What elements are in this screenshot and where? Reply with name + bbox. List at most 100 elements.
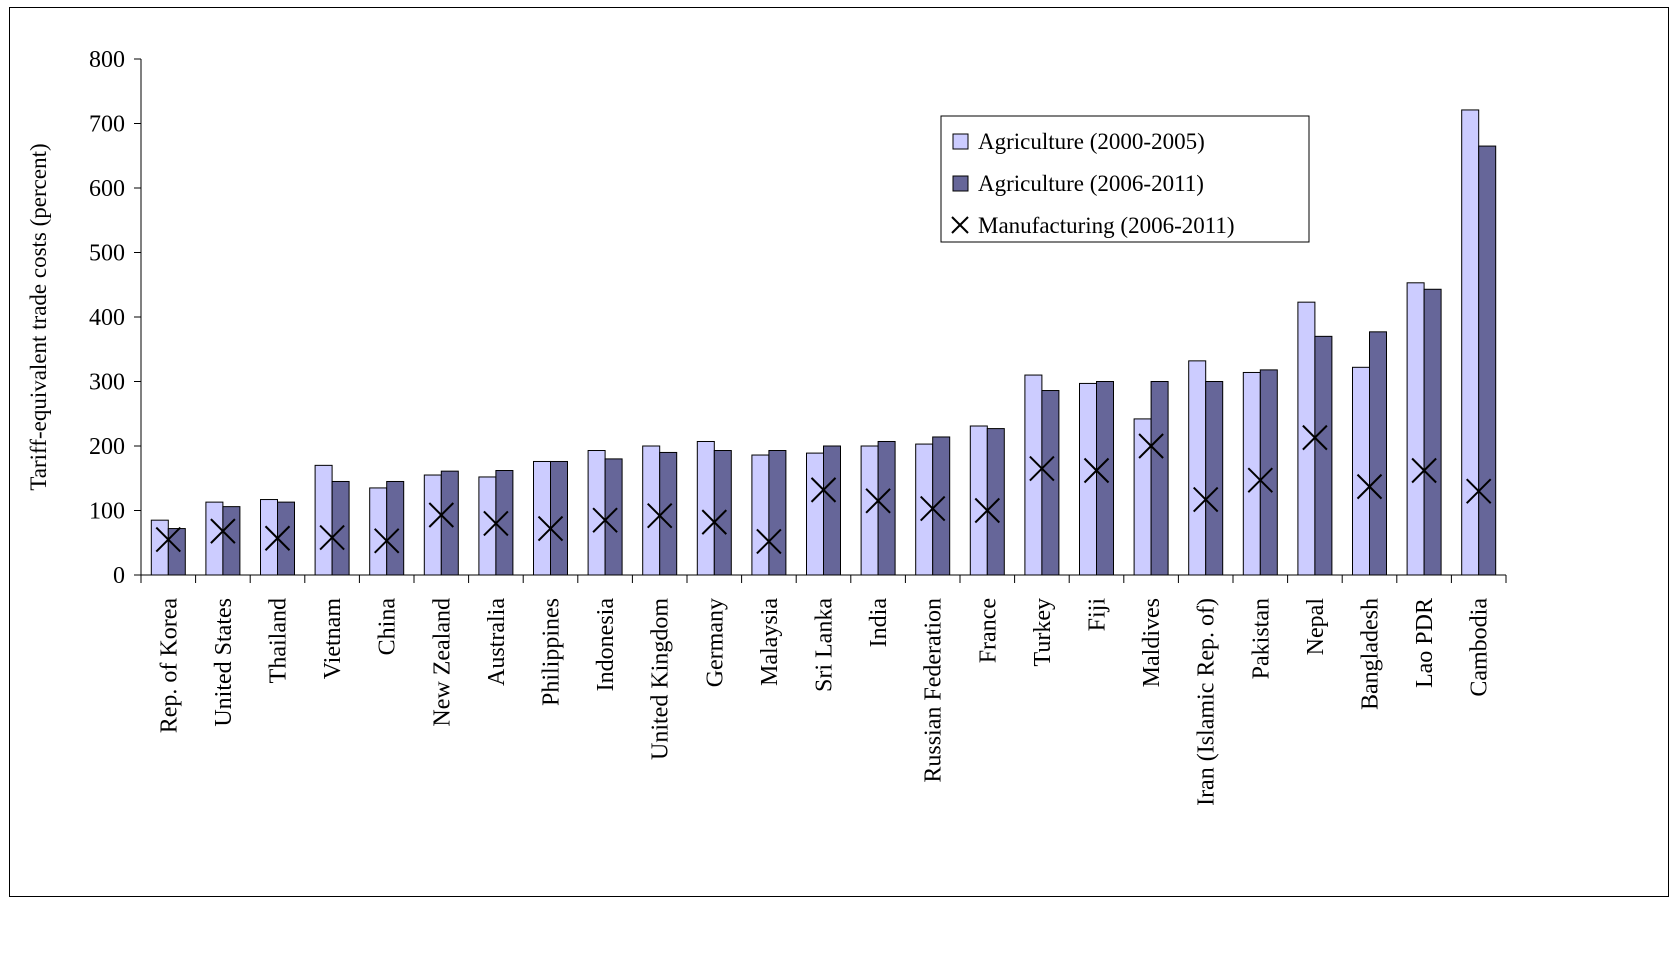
- bar-series-2-0: [167, 528, 186, 576]
- marker-x-21: [1302, 424, 1328, 451]
- bar-series-2-18: [1150, 381, 1169, 576]
- bar-series-1-11: [751, 454, 770, 576]
- x-tick-label-5: New Zealand: [429, 598, 455, 727]
- marker-x-0: [155, 526, 182, 553]
- marker-x-9: [646, 502, 673, 529]
- bar-series-2-6: [495, 470, 514, 576]
- marker-x-2: [264, 525, 291, 551]
- bar-series-1-9: [642, 445, 661, 576]
- legend-swatch-1: [952, 133, 969, 150]
- x-tick-label-0: Rep. of Korea: [156, 598, 182, 734]
- markers-layer: [155, 424, 1492, 555]
- bar-series-2-12: [823, 445, 841, 576]
- marker-x-20: [1247, 467, 1274, 493]
- x-tick-label-18: Maldives: [1139, 598, 1165, 687]
- marker-x-7: [537, 515, 564, 542]
- y-axis-title-group: Tariff-equivalent trade costs (percent): [26, 143, 51, 490]
- x-tick-label-9: United Kingdom: [648, 598, 674, 760]
- marker-x-14: [919, 495, 946, 522]
- bar-series-1-22: [1352, 366, 1370, 576]
- x-tick-label-21: Nepal: [1303, 598, 1329, 656]
- y-tick-label-600: 600: [89, 176, 125, 202]
- bar-series-2-19: [1205, 381, 1224, 576]
- marker-x-15: [974, 497, 1001, 524]
- marker-x-8: [592, 507, 618, 533]
- bar-series-1-19: [1188, 360, 1207, 576]
- bar-series-2-23: [1423, 288, 1442, 576]
- marker-x-13: [865, 488, 891, 514]
- legend-marker-x: [951, 216, 969, 234]
- marker-x-11: [756, 528, 782, 555]
- marker-x-18: [1138, 433, 1164, 459]
- y-tick-label-500: 500: [89, 241, 125, 267]
- marker-x-1: [210, 518, 236, 544]
- y-axis-title: Tariff-equivalent trade costs (percent): [26, 143, 51, 490]
- bar-series-1-7: [533, 460, 551, 576]
- x-tick-label-2: Thailand: [266, 598, 292, 683]
- y-tick-label-800: 800: [89, 47, 125, 73]
- y-tick-label-300: 300: [89, 370, 125, 396]
- x-tick-label-7: Philippines: [539, 598, 565, 706]
- marker-x-16: [1029, 455, 1055, 482]
- bar-series-1-24: [1461, 109, 1480, 576]
- bar-series-1-10: [696, 440, 715, 576]
- bar-series-1-14: [915, 443, 934, 576]
- y-tick-label-700: 700: [89, 112, 125, 138]
- marker-x-4: [373, 528, 400, 554]
- bar-series-2-22: [1369, 331, 1387, 576]
- bar-series-1-21: [1297, 301, 1316, 576]
- legend-box: [940, 115, 1310, 243]
- y-tick-label-200: 200: [89, 434, 125, 460]
- x-tick-label-22: Bangladesh: [1358, 598, 1384, 710]
- marker-x-10: [701, 509, 728, 535]
- legend-label-2: Agriculture (2006-2011): [978, 171, 1204, 196]
- legend: Agriculture (2000-2005) Agriculture (2006…: [940, 115, 1310, 243]
- marker-x-22: [1356, 473, 1383, 500]
- marker-x-23: [1411, 457, 1437, 484]
- x-tick-label-24: Cambodia: [1467, 598, 1493, 697]
- bar-series-1-5: [423, 474, 442, 576]
- bar-series-1-3: [314, 464, 333, 576]
- x-tick-label-16: Turkey: [1030, 598, 1056, 666]
- x-tick-label-1: United States: [211, 598, 237, 727]
- x-tick-label-20: Pakistan: [1248, 598, 1274, 679]
- marker-x-17: [1083, 457, 1110, 484]
- chart-svg: Tariff-equivalent trade costs (percent) …: [26, 47, 1507, 806]
- legend-label-1: Agriculture (2000-2005): [978, 129, 1205, 154]
- marker-x-5: [428, 502, 455, 528]
- marker-x-12: [810, 477, 837, 503]
- y-tick-label-100: 100: [89, 499, 125, 525]
- marker-x-6: [483, 510, 509, 537]
- bar-series-2-7: [550, 460, 568, 576]
- x-tick-label-8: Indonesia: [593, 598, 619, 692]
- y-tick-label-0: 0: [113, 563, 125, 589]
- marker-x-3: [319, 524, 345, 551]
- ticks-layer: 0 100 200 300 400 500 600 700 800 Rep. of Korea Un…: [89, 47, 1507, 806]
- x-tick-label-23: Lao PDR: [1412, 598, 1438, 688]
- bar-series-1-2: [260, 499, 278, 576]
- bar-series-2-4: [386, 480, 405, 576]
- x-tick-label-12: Sri Lanka: [812, 598, 838, 692]
- bar-series-1-15: [969, 425, 988, 576]
- bar-series-2-16: [1041, 390, 1060, 576]
- x-tick-label-15: France: [975, 598, 1001, 663]
- x-tick-label-19: Iran (Islamic Rep. of): [1194, 598, 1220, 806]
- x-tick-label-10: Germany: [702, 598, 728, 687]
- legend-swatch-2: [952, 175, 969, 192]
- bar-series-1-16: [1024, 374, 1043, 576]
- bar-series-2-11: [768, 450, 787, 576]
- bar-series-2-2: [277, 501, 295, 576]
- bar-series-1-20: [1242, 371, 1261, 576]
- x-tick-label-3: Vietnam: [320, 598, 346, 680]
- legend-label-3: Manufacturing (2006-2011): [978, 213, 1235, 238]
- x-tick-label-13: India: [866, 598, 892, 648]
- x-tick-label-4: China: [375, 598, 401, 656]
- chart-frame: Tariff-equivalent trade costs (percent) …: [9, 7, 1669, 897]
- y-tick-label-400: 400: [89, 305, 125, 331]
- marker-x-19: [1192, 486, 1219, 513]
- bar-series-2-24: [1478, 145, 1497, 576]
- marker-x-24: [1465, 478, 1492, 504]
- x-tick-label-11: Malaysia: [757, 598, 783, 686]
- x-tick-label-6: Australia: [484, 598, 510, 686]
- bar-series-2-21: [1314, 335, 1333, 576]
